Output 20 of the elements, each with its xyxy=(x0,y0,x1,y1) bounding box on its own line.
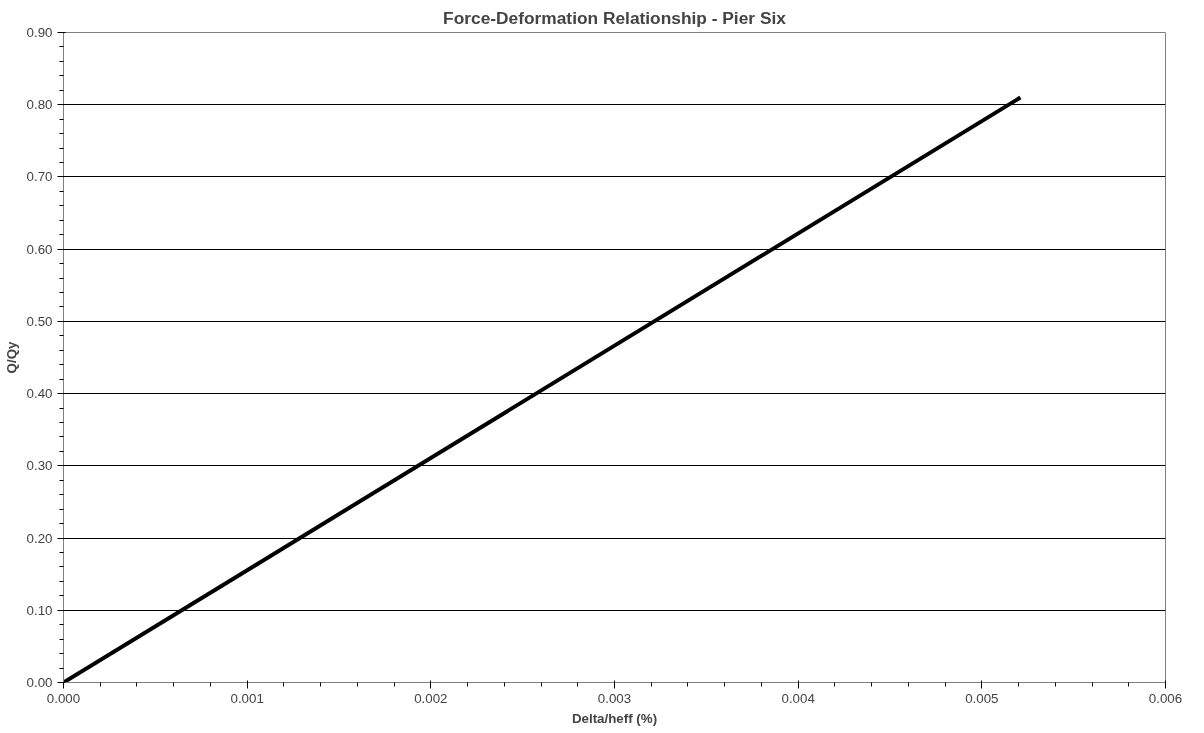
y-tick-label: 0.90 xyxy=(26,25,53,40)
y-tick-label: 0.40 xyxy=(26,386,53,402)
y-tick-label: 0.50 xyxy=(26,313,53,329)
y-tick-label: 0.30 xyxy=(26,458,53,474)
x-tick-label: 0.001 xyxy=(230,690,264,706)
x-tick-label: 0.006 xyxy=(1148,690,1183,706)
x-tick-label: 0.002 xyxy=(414,690,448,706)
y-tick-label: 0.00 xyxy=(26,675,53,690)
y-tick-label: 0.80 xyxy=(26,97,53,113)
x-axis-title: Delta/heff (%) xyxy=(571,710,658,726)
y-axis-title: Q/Qy xyxy=(3,340,19,374)
y-tick-label: 0.10 xyxy=(26,602,53,618)
y-tick-label: 0.20 xyxy=(26,530,53,546)
x-tick-label: 0.004 xyxy=(781,690,816,706)
y-tick-label: 0.70 xyxy=(26,169,53,185)
x-tick-label: 0.003 xyxy=(597,690,632,706)
chart-title: Force-Deformation Relationship - Pier Six xyxy=(443,7,787,28)
x-tick-label: 0.000 xyxy=(46,690,81,706)
x-tick-label: 0.005 xyxy=(965,690,999,706)
y-tick-label: 0.60 xyxy=(26,241,53,257)
